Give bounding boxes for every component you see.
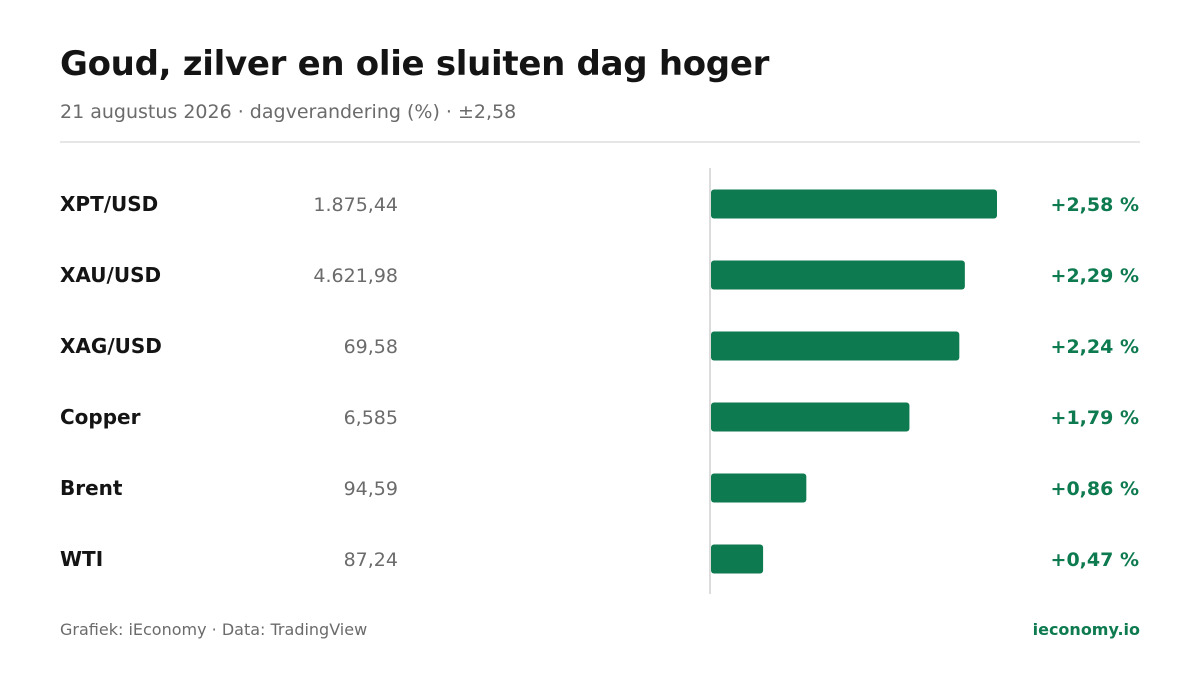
change-label: +2,24 % bbox=[1051, 336, 1139, 358]
footer-brand-link[interactable]: ieconomy.io bbox=[1032, 620, 1140, 639]
category-label: Copper bbox=[60, 405, 141, 429]
category-label: XAG/USD bbox=[60, 334, 162, 358]
bar bbox=[711, 189, 997, 219]
price-label: 1.875,44 bbox=[313, 194, 398, 216]
bar bbox=[711, 331, 960, 361]
price-label: 4.621,98 bbox=[313, 265, 398, 287]
category-label: XAU/USD bbox=[60, 263, 161, 287]
category-label: Brent bbox=[60, 476, 123, 500]
change-label: +2,29 % bbox=[1051, 265, 1139, 287]
change-label: +0,86 % bbox=[1051, 478, 1139, 500]
change-label: +2,58 % bbox=[1051, 194, 1139, 216]
change-label: +0,47 % bbox=[1051, 549, 1139, 571]
category-label: WTI bbox=[60, 547, 103, 571]
bar bbox=[711, 402, 910, 432]
price-label: 69,58 bbox=[344, 336, 398, 358]
chart-title: Goud, zilver en olie sluiten dag hoger bbox=[60, 44, 770, 84]
price-label: 87,24 bbox=[344, 549, 398, 571]
price-label: 6,585 bbox=[344, 407, 398, 429]
change-label: +1,79 % bbox=[1051, 407, 1139, 429]
bar bbox=[711, 544, 764, 574]
header-divider bbox=[60, 141, 1140, 143]
bar bbox=[711, 473, 807, 503]
chart-subtitle: 21 augustus 2026 · dagverandering (%) · … bbox=[60, 101, 517, 123]
footer-source: Grafiek: iEconomy · Data: TradingView bbox=[60, 620, 368, 639]
price-label: 94,59 bbox=[344, 478, 398, 500]
category-label: XPT/USD bbox=[60, 192, 158, 216]
bar bbox=[711, 260, 965, 290]
